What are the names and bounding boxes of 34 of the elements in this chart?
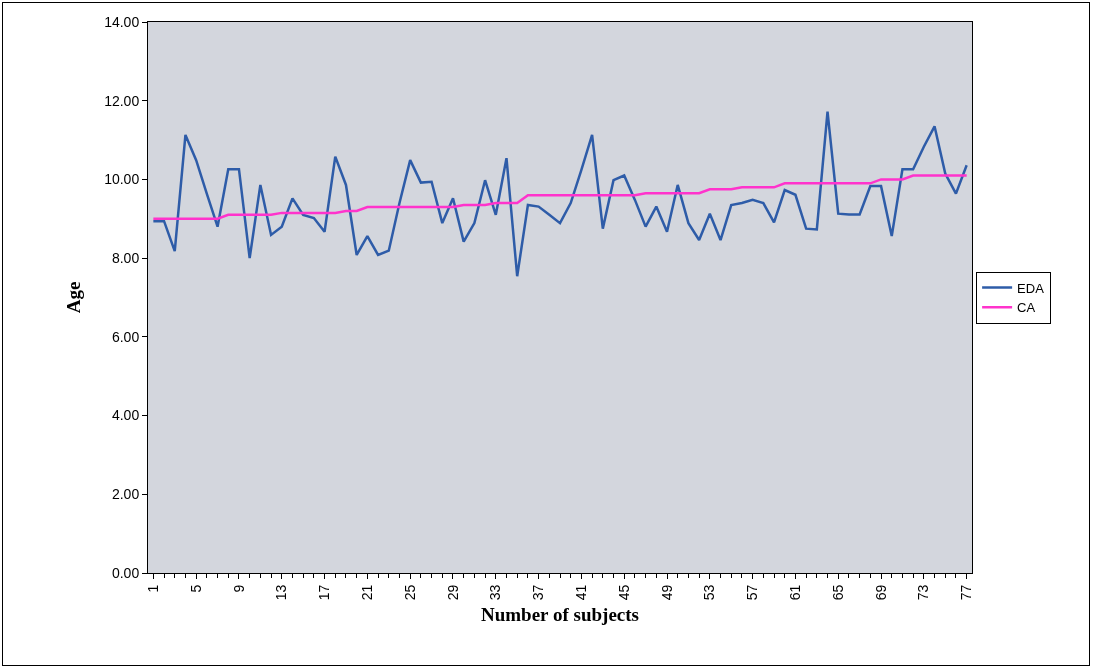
x-tick-label: 57 <box>744 584 761 601</box>
x-tick-label: 49 <box>658 584 675 601</box>
x-tick-label: 25 <box>401 584 418 601</box>
x-tick-label: 41 <box>572 584 589 601</box>
x-tick-label: 29 <box>444 584 461 601</box>
x-tick-label: 77 <box>958 584 975 601</box>
y-tick-label: 8.00 <box>111 250 140 267</box>
line-series <box>152 110 968 278</box>
x-tick-label: 13 <box>273 584 290 601</box>
y-tick-label: 10.00 <box>104 171 140 188</box>
x-tick-label: 53 <box>701 584 718 601</box>
y-tick-label: 2.00 <box>111 486 140 503</box>
x-tick-label: 9 <box>230 584 247 593</box>
x-tick-label: 45 <box>615 584 632 601</box>
x-tick-label: 61 <box>786 584 803 601</box>
x-tick-label: 21 <box>358 584 375 601</box>
x-tick-label: 5 <box>187 584 204 593</box>
x-tick-label: 69 <box>872 584 889 601</box>
y-tick-label: 4.00 <box>111 407 140 424</box>
legend-label: EDA <box>1017 280 1045 296</box>
legend-label: CA <box>1017 300 1036 316</box>
y-tick-label: 14.00 <box>104 13 140 30</box>
y-tick-label: 6.00 <box>111 328 140 345</box>
x-axis-title: Number of subjects <box>481 603 639 625</box>
x-tick-label: 33 <box>487 584 504 601</box>
line-series <box>152 174 968 221</box>
x-tick-label: 17 <box>316 584 333 601</box>
x-tick-label: 1 <box>144 584 161 593</box>
x-tick-label: 37 <box>530 584 547 601</box>
y-axis-title: Age <box>63 281 84 314</box>
x-tick-label: 73 <box>915 584 932 601</box>
y-tick-label: 12.00 <box>104 92 140 109</box>
y-tick-label: 0.00 <box>111 564 140 581</box>
x-tick-label: 65 <box>829 584 846 601</box>
